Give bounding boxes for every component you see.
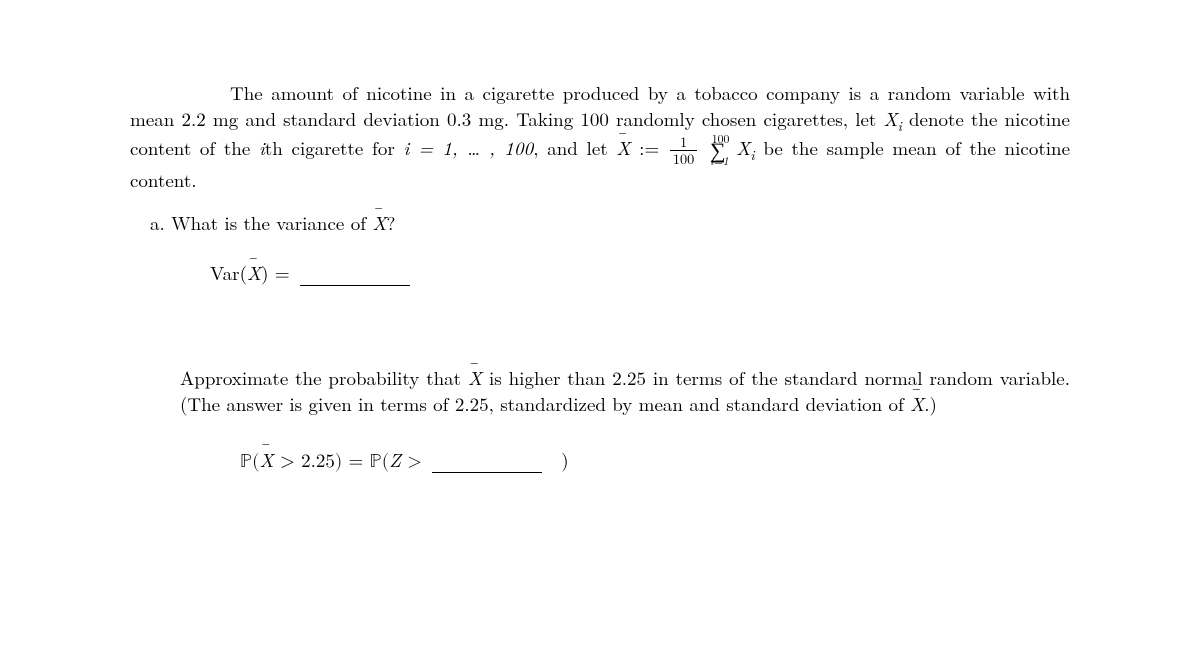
intro-text-3d: be the sample mean	[755, 134, 937, 161]
var-close: ) =	[261, 259, 290, 286]
range: i = 1, … , 100	[403, 134, 533, 161]
second-c: .)	[924, 390, 937, 417]
part-a-question: a. What is the variance of X?	[150, 210, 1070, 236]
intro-text-1: The amount of nicotine in a cigarette pr…	[230, 79, 1025, 106]
part-a-label: a. What is the variance of	[150, 209, 372, 236]
var-Xbar-eq2: X	[260, 446, 274, 473]
var-Xbar-p2: X	[910, 390, 924, 417]
prob-close: )	[561, 446, 568, 473]
var-Xbar: X	[616, 134, 630, 161]
intro-text-3c: , and let	[533, 134, 616, 161]
var-open: Var(	[210, 259, 247, 286]
page: The amount of nicotine in a cigarette pr…	[0, 0, 1200, 514]
prob-P1: ℙ(	[240, 452, 260, 471]
fraction: 1100	[670, 135, 697, 167]
variance-equation: Var(X) =	[210, 258, 1070, 286]
assign: :=	[630, 134, 667, 161]
intro-text-2b: denote	[902, 105, 964, 132]
var-Xbar-p: X	[468, 364, 482, 391]
var-Xbar-eq: X	[247, 259, 261, 286]
intro-text-3b: th cigarette for	[265, 134, 404, 161]
qmark: ?	[386, 209, 395, 236]
second-a: Approximate the probability that	[180, 364, 468, 391]
probability-equation: ℙ(X > 2.25) = ℙ(Z > )	[240, 445, 1070, 475]
problem-intro: The amount of nicotine in a cigarette pr…	[130, 80, 1070, 192]
probability-prompt: Approximate the probability that X is hi…	[180, 365, 1070, 416]
var-Xi-2: Xi	[736, 134, 754, 161]
var-Xbar-q: X	[372, 209, 386, 236]
prob-mid: > 2.25) = ℙ(	[274, 452, 390, 471]
answer-blank-1[interactable]	[300, 264, 410, 286]
var-Xi: Xi	[883, 105, 901, 132]
prob-gt: >	[401, 446, 428, 473]
var-Z: Z	[389, 446, 401, 473]
summation: 100∑i=1	[710, 138, 726, 164]
answer-blank-2[interactable]	[432, 451, 542, 473]
